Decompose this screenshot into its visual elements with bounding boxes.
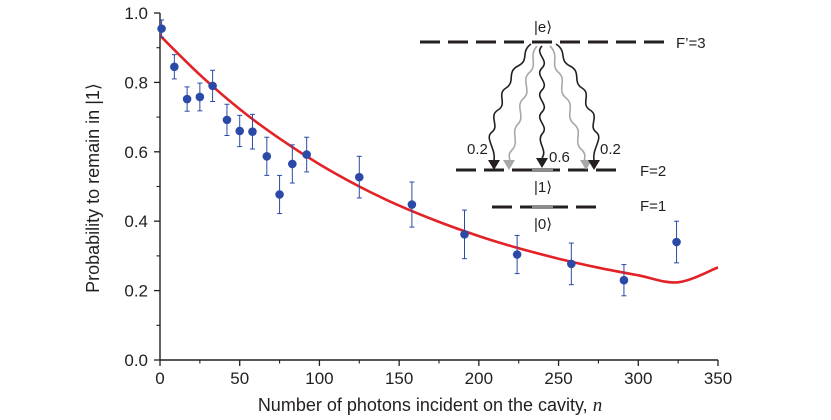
fit-curve <box>159 34 719 284</box>
arrowhead-left-black <box>488 160 500 170</box>
y-tick-label: 0.0 <box>124 351 148 370</box>
data-point <box>170 62 179 72</box>
x-tick-label: 300 <box>624 369 652 388</box>
data-point <box>262 152 272 161</box>
x-axis-label-text: Number of photons incident on the cavity… <box>258 395 588 415</box>
y-axis-label: Probability to remain in |1⟩ <box>83 83 103 293</box>
axis-ticks <box>154 12 719 366</box>
branch-center-label: 0.6 <box>549 149 570 166</box>
arrowhead-right-gray <box>580 160 592 170</box>
y-tick-label: 0.8 <box>124 73 148 92</box>
x-tick-label: 200 <box>465 369 493 388</box>
state-1-label: |1⟩ <box>534 179 552 196</box>
decay-path-center-black <box>538 45 546 159</box>
data-point <box>182 94 192 104</box>
data-point <box>248 127 257 136</box>
data-point <box>302 150 311 159</box>
data-points <box>157 24 681 285</box>
data-point <box>460 230 469 239</box>
axes <box>159 13 718 361</box>
level-f1-label: F=1 <box>640 198 666 215</box>
data-point <box>619 275 629 285</box>
branch-right-label: 0.2 <box>600 141 621 158</box>
decay-path-left-gray <box>508 45 538 164</box>
data-point <box>195 92 205 102</box>
x-axis-label: Number of photons incident on the cavity… <box>258 395 602 416</box>
branch-left-label: 0.2 <box>467 141 488 158</box>
state-e-label: |e⟩ <box>534 19 552 36</box>
state-0-label: |0⟩ <box>534 216 552 233</box>
y-tick-label: 0.4 <box>124 212 148 231</box>
x-tick-label: 150 <box>385 369 413 388</box>
error-bars <box>159 19 680 297</box>
x-axis-variable: n <box>593 395 603 416</box>
y-tick-label: 0.2 <box>124 282 148 301</box>
y-tick-label: 1.0 <box>124 4 148 23</box>
data-point <box>235 126 245 136</box>
data-point <box>275 190 284 199</box>
data-point <box>157 24 166 33</box>
data-point <box>567 259 576 269</box>
arrowhead-center-black <box>536 158 548 168</box>
level-f2-label: F=2 <box>640 163 666 180</box>
arrowhead-left-gray <box>503 160 515 170</box>
arrowhead-right-black <box>588 160 600 170</box>
data-point <box>208 81 217 91</box>
x-tick-label: 50 <box>230 369 249 388</box>
x-tick-label: 250 <box>544 369 572 388</box>
y-tick-label: 0.6 <box>124 143 148 162</box>
decay-path-right-black <box>555 43 600 161</box>
data-point <box>512 250 522 259</box>
decay-path-left-black <box>488 43 532 161</box>
energy-level-inset: |e⟩ |1⟩ |0⟩ F’=3 F=2 F=1 0.2 0.6 0.2 <box>420 19 706 233</box>
data-point <box>407 200 417 209</box>
level-fprime3-label: F’=3 <box>676 35 706 52</box>
decay-path-right-gray <box>549 45 587 164</box>
data-point <box>354 172 364 182</box>
x-tick-label: 350 <box>704 369 732 388</box>
data-point <box>288 159 297 169</box>
x-tick-label: 0 <box>155 369 164 388</box>
data-point <box>222 115 232 125</box>
x-tick-label: 100 <box>305 369 333 388</box>
tick-labels: 0 50 100 150 200 250 300 350 0.0 0.2 0.4 0.6 0.8 1.0 <box>124 4 732 388</box>
data-point <box>672 237 681 247</box>
